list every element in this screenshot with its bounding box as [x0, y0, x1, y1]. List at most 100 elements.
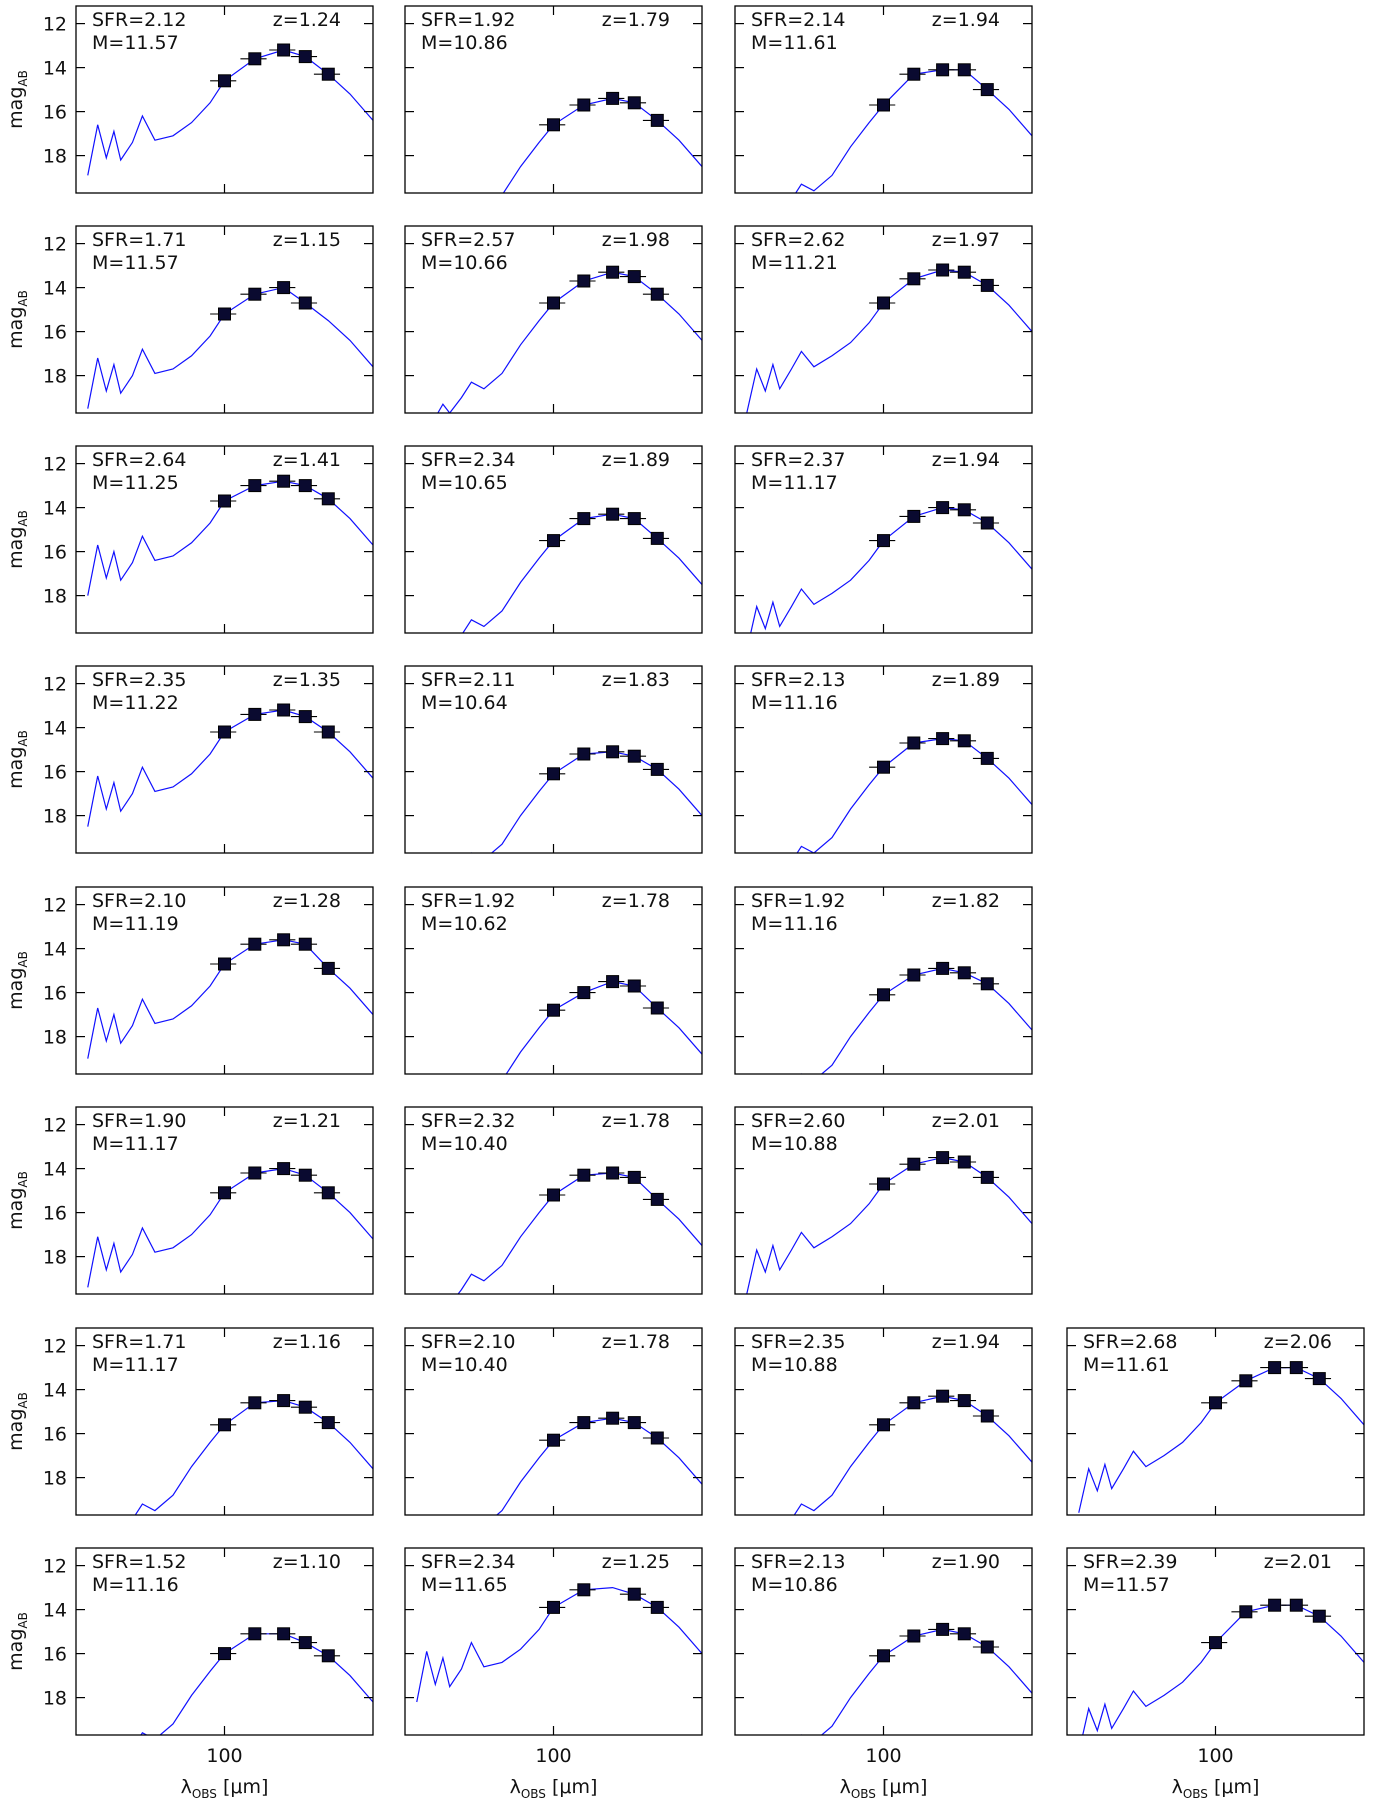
sfr-label: SFR=2.14 — [751, 9, 845, 31]
data-point — [980, 751, 994, 765]
x-axis-label-sub: OBS — [192, 1787, 217, 1801]
data-point — [298, 50, 312, 64]
sfr-label: SFR=2.35 — [92, 669, 186, 691]
x-axis-label-unit: [μm] — [1208, 1776, 1259, 1798]
model-curve — [87, 286, 373, 409]
data-point — [577, 98, 591, 112]
y-tick-label: 14 — [43, 1380, 67, 1402]
data-point — [298, 1168, 312, 1182]
data-point — [277, 933, 291, 947]
sfr-label: SFR=2.10 — [92, 890, 186, 912]
y-axis-label: magAB — [5, 290, 30, 349]
data-point — [218, 1186, 231, 1200]
panel: SFR=1.92 z=1.82 M=11.16 — [734, 886, 1033, 1075]
x-tick-label: 100 — [206, 1745, 242, 1767]
y-tick-label: 14 — [43, 1600, 67, 1622]
data-point — [650, 1001, 664, 1015]
data-point — [980, 1640, 994, 1654]
sfr-label: SFR=2.10 — [421, 1331, 515, 1353]
z-label: z=2.06 — [1264, 1331, 1332, 1353]
y-tick-label: 12 — [43, 1336, 67, 1358]
data-point — [248, 937, 262, 951]
mass-label: M=11.61 — [1083, 1354, 1170, 1376]
x-axis-label-main: λ — [181, 1776, 192, 1798]
z-label: z=1.78 — [602, 1331, 670, 1353]
mass-label: M=11.19 — [92, 913, 179, 935]
panel: SFR=1.92 z=1.79 M=10.86 — [404, 5, 703, 194]
y-axis-label: magAB — [5, 1392, 30, 1451]
y-axis-label-sub: AB — [16, 1171, 30, 1187]
data-point — [606, 975, 620, 989]
data-point — [1209, 1396, 1222, 1410]
z-label: z=2.01 — [932, 1110, 1000, 1132]
y-axis-label-sub: AB — [16, 730, 30, 746]
sfr-label: SFR=1.90 — [92, 1110, 186, 1132]
data-point — [877, 1649, 890, 1663]
y-tick-label: 14 — [43, 278, 67, 300]
y-tick-label: 16 — [43, 1424, 67, 1446]
data-point — [298, 1636, 312, 1650]
data-point — [907, 1157, 921, 1171]
z-label: z=1.25 — [602, 1551, 670, 1573]
data-point — [547, 1188, 560, 1202]
z-label: z=1.15 — [273, 229, 341, 251]
y-axis-label-main: mag — [5, 1409, 27, 1451]
z-label: z=1.89 — [932, 669, 1000, 691]
mass-label: M=11.25 — [92, 472, 179, 494]
data-point — [547, 1003, 560, 1017]
data-point — [877, 534, 890, 548]
panel: 12 14 16 18 SFR=1.71 z=1.15 M=11.57 magAB — [5, 225, 374, 414]
panel: 12 14 16 18 SFR=1.90 z=1.21 M=11.17 magAB — [5, 1106, 374, 1295]
data-point — [907, 1396, 921, 1410]
data-point — [248, 479, 262, 493]
data-point — [298, 296, 312, 310]
z-label: z=1.94 — [932, 9, 1000, 31]
mass-label: M=11.17 — [92, 1133, 179, 1155]
data-point — [248, 1396, 262, 1410]
data-point — [907, 272, 921, 286]
data-point — [606, 91, 620, 105]
z-label: z=1.79 — [602, 9, 670, 31]
mass-label: M=10.62 — [421, 913, 508, 935]
y-tick-label: 18 — [43, 366, 67, 388]
data-point — [218, 74, 231, 88]
sfr-label: SFR=2.64 — [92, 449, 186, 471]
data-point — [957, 63, 971, 77]
y-axis-label: magAB — [5, 1612, 30, 1671]
panel: SFR=2.60 z=2.01 M=10.88 — [734, 1106, 1033, 1295]
sfr-label: SFR=1.71 — [92, 229, 186, 251]
data-point — [650, 1431, 664, 1445]
y-tick-label: 12 — [43, 454, 67, 476]
y-tick-label: 16 — [43, 542, 67, 564]
data-point — [627, 749, 641, 763]
data-point — [980, 278, 994, 292]
y-axis-label-sub: AB — [16, 1392, 30, 1408]
y-tick-label: 18 — [43, 806, 67, 828]
panel: SFR=2.62 z=1.97 M=11.21 — [734, 225, 1033, 414]
sfr-label: SFR=2.11 — [421, 669, 515, 691]
y-axis-label-main: mag — [5, 747, 27, 789]
x-axis-label-unit: [μm] — [217, 1776, 268, 1798]
data-point — [277, 703, 291, 717]
panel: SFR=2.10 z=1.78 M=10.40 — [404, 1327, 703, 1516]
y-tick-label: 12 — [43, 674, 67, 696]
sfr-label: SFR=2.68 — [1083, 1331, 1177, 1353]
y-axis-label-main: mag — [5, 307, 27, 349]
x-axis-label-sub: OBS — [521, 1787, 546, 1801]
sfr-label: SFR=2.35 — [751, 1331, 845, 1353]
y-tick-label: 12 — [43, 1115, 67, 1137]
data-point — [936, 732, 950, 746]
mass-label: M=11.17 — [92, 1354, 179, 1376]
z-label: z=1.97 — [932, 229, 1000, 251]
mass-label: M=10.88 — [751, 1133, 838, 1155]
data-point — [577, 1168, 591, 1182]
panel: SFR=2.11 z=1.83 M=10.64 — [404, 665, 703, 854]
z-label: z=1.21 — [273, 1110, 341, 1132]
y-tick-label: 18 — [43, 146, 67, 168]
data-point — [277, 43, 291, 57]
y-axis-label: magAB — [5, 1171, 30, 1230]
z-label: z=1.94 — [932, 1331, 1000, 1353]
data-point — [980, 1409, 994, 1423]
z-label: z=1.16 — [273, 1331, 341, 1353]
